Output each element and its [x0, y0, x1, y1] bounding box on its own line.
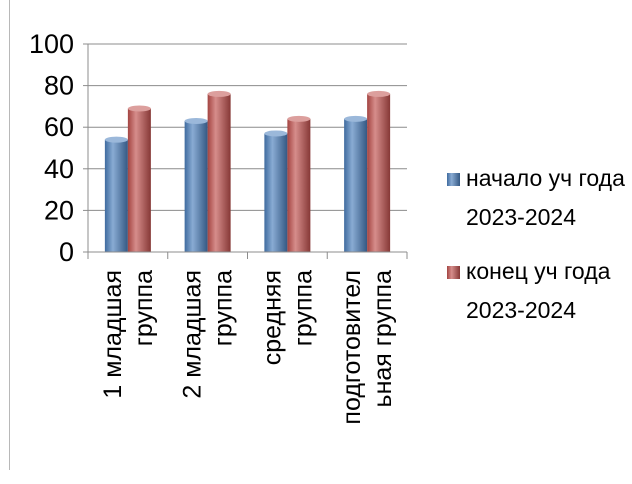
y-tick-label: 20 — [44, 195, 74, 225]
x-tick-label: подготовител ьная группа — [338, 270, 397, 425]
bar — [344, 115, 368, 252]
x-tick-labels: 1 младшая группа 2 младшая группа средняя гру… — [99, 270, 397, 425]
legend-swatch — [447, 266, 460, 279]
y-tick-label: 40 — [44, 154, 74, 184]
y-tick-label: 0 — [59, 237, 74, 267]
bar — [127, 105, 151, 252]
y-tick-labels: 0 20 40 60 80 100 — [29, 29, 74, 267]
legend-swatch — [447, 173, 460, 186]
x-tick-label: 2 младшая группа — [179, 270, 238, 399]
legend-item: начало уч года 2023-2024 — [447, 165, 625, 230]
y-tick-label: 60 — [44, 112, 74, 142]
bars — [104, 90, 391, 253]
y-tick-label: 100 — [29, 29, 74, 59]
bar — [287, 115, 311, 252]
legend: начало уч года 2023-2024 конец уч года 2023… — [447, 165, 625, 323]
bar — [264, 130, 288, 252]
bar — [367, 90, 391, 252]
legend-item: конец уч года 2023-2024 — [447, 258, 611, 323]
y-tick-label: 80 — [44, 71, 74, 101]
x-tick-label: 1 младшая группа — [99, 270, 158, 399]
axes — [83, 43, 408, 259]
chart-frame-left-border — [9, 0, 10, 470]
bar — [184, 117, 208, 253]
bar — [207, 90, 231, 252]
x-tick-label: средняя группа — [258, 270, 317, 365]
bar — [104, 136, 128, 252]
